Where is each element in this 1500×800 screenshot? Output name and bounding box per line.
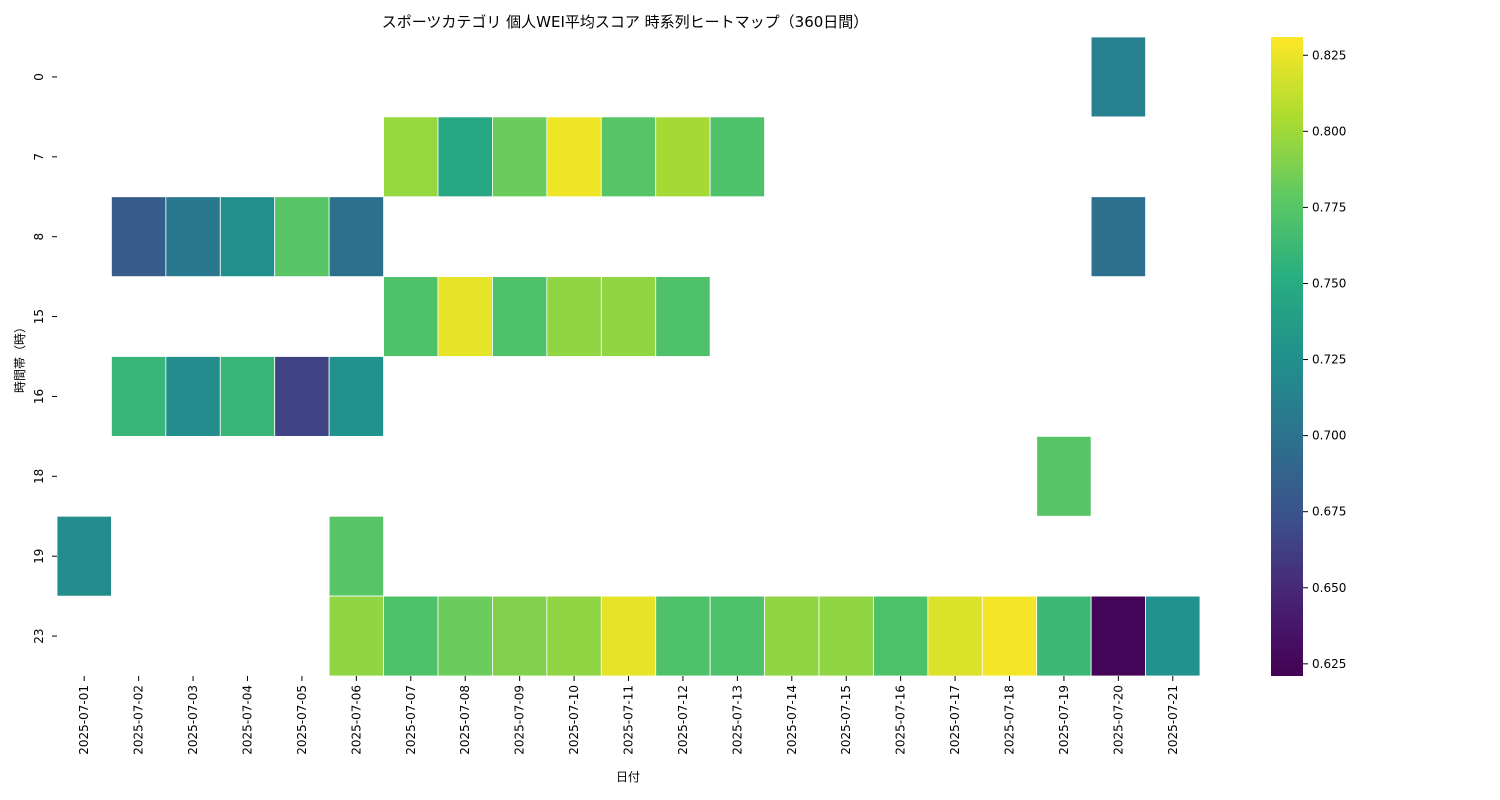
heatmap-cell [655, 595, 711, 677]
heatmap-cell [492, 116, 548, 198]
heatmap-cell [709, 595, 765, 677]
heatmap-cell [274, 196, 330, 278]
heatmap-cell [1145, 595, 1201, 677]
heatmap-cell [492, 276, 548, 357]
heatmap-cell [437, 276, 493, 357]
heatmap-cell [1090, 595, 1146, 677]
heatmap-cell [927, 595, 983, 677]
x-tick-label: 2025-07-06 [349, 685, 363, 755]
heatmap-cell [546, 276, 602, 357]
x-tick-label: 2025-07-01 [77, 685, 91, 755]
heatmap-cell [655, 116, 711, 198]
y-axis-label: 時間帯（時） [13, 321, 27, 393]
x-tick-label: 2025-07-05 [295, 685, 309, 755]
y-tick-label: 23 [32, 628, 46, 643]
x-tick-label: 2025-07-11 [622, 685, 636, 755]
x-tick-label: 2025-07-09 [513, 685, 527, 755]
heatmap-cell [383, 595, 439, 677]
heatmap-cell [764, 595, 820, 677]
heatmap-cell [437, 116, 493, 198]
heatmap-cell [219, 356, 276, 437]
chart-title: スポーツカテゴリ 個人WEI平均スコア 時系列ヒートマップ（360日間） [382, 13, 869, 31]
x-tick-label: 2025-07-16 [894, 685, 908, 755]
x-tick-label: 2025-07-03 [186, 685, 200, 755]
heatmap-cell [873, 595, 929, 677]
heatmap-cell [383, 116, 439, 198]
heatmap-cell [328, 515, 384, 597]
heatmap-cell [328, 595, 384, 677]
heatmap-cell [1090, 36, 1146, 118]
y-tick-label: 16 [32, 389, 46, 404]
x-tick-label: 2025-07-04 [241, 685, 255, 755]
y-tick-label: 19 [32, 549, 46, 564]
heatmap-cell [56, 515, 112, 597]
heatmap-cell [383, 276, 439, 357]
heatmap-cells [56, 36, 1201, 677]
y-tick-label: 18 [32, 469, 46, 484]
heatmap-cell [274, 356, 330, 437]
colorbar-ticks: 0.625 0.650 0.675 0.700 0.725 0.750 0.775 0.800… [1303, 48, 1346, 671]
heatmap-cell [111, 196, 167, 278]
heatmap-cell [981, 595, 1038, 677]
heatmap-cell [818, 595, 874, 677]
x-tick-label: 2025-07-13 [730, 685, 744, 755]
colorbar-tick-label: 0.750 [1312, 276, 1346, 290]
heatmap-cell [600, 116, 657, 198]
x-tick-label: 2025-07-20 [1111, 685, 1125, 755]
x-tick-label: 2025-07-12 [676, 685, 690, 755]
x-tick-label: 2025-07-07 [404, 685, 418, 755]
heatmap-cell [111, 356, 167, 437]
x-tick-label: 2025-07-02 [132, 685, 146, 755]
colorbar-tick-label: 0.675 [1312, 505, 1346, 519]
colorbar [1271, 37, 1303, 676]
colorbar-tick-label: 0.650 [1312, 581, 1346, 595]
x-tick-label: 2025-07-14 [785, 685, 799, 755]
colorbar-tick-label: 0.725 [1312, 353, 1346, 367]
heatmap-cell [328, 356, 384, 437]
colorbar-tick-label: 0.825 [1312, 48, 1346, 62]
colorbar-tick-label: 0.800 [1312, 124, 1346, 138]
heatmap-cell [437, 595, 493, 677]
heatmap-cell [165, 196, 221, 278]
x-tick-label: 2025-07-15 [839, 685, 853, 755]
heatmap-cell [655, 276, 711, 357]
heatmap-cell [1090, 196, 1146, 278]
x-tick-label: 2025-07-08 [458, 685, 472, 755]
heatmap-cell [219, 196, 276, 278]
y-tick-label: 15 [32, 309, 46, 324]
y-tick-label: 0 [32, 73, 46, 81]
x-tick-label: 2025-07-10 [567, 685, 581, 755]
colorbar-tick-label: 0.625 [1312, 657, 1346, 671]
heatmap-cell [165, 356, 221, 437]
heatmap-cell [600, 595, 657, 677]
y-axis-ticks: 0 7 8 15 16 18 19 23 [32, 73, 57, 644]
x-tick-label: 2025-07-17 [948, 685, 962, 755]
x-axis-ticks: 2025-07-01 2025-07-02 2025-07-03 2025-07-04… [77, 676, 1180, 755]
heatmap-cell [709, 116, 765, 198]
y-tick-label: 8 [32, 233, 46, 241]
heatmap-cell [328, 196, 384, 278]
x-tick-label: 2025-07-21 [1166, 685, 1180, 755]
heatmap-cell [492, 595, 548, 677]
x-tick-label: 2025-07-19 [1057, 685, 1071, 755]
heatmap-cell [546, 116, 602, 198]
heatmap-cell [546, 595, 602, 677]
x-tick-label: 2025-07-18 [1003, 685, 1017, 755]
colorbar-tick-label: 0.700 [1312, 429, 1346, 443]
heatmap-cell [600, 276, 657, 357]
heatmap-cell [1036, 595, 1092, 677]
y-tick-label: 7 [32, 153, 46, 161]
colorbar-tick-label: 0.775 [1312, 200, 1346, 214]
x-axis-label: 日付 [616, 770, 640, 784]
heatmap-cell [1036, 435, 1092, 517]
